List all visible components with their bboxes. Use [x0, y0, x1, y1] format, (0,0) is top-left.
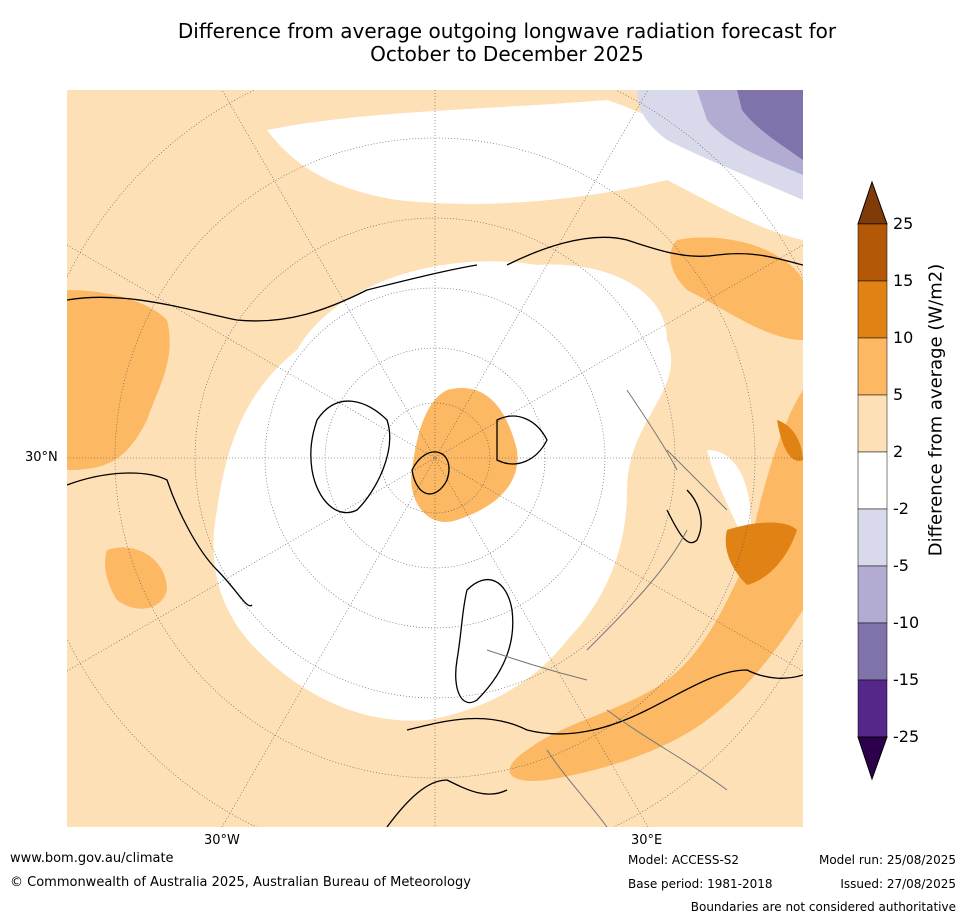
footer-model: Model: ACCESS-S2	[628, 853, 740, 867]
graticule	[67, 90, 803, 827]
positive-anomaly-arctic	[411, 388, 518, 522]
footer-model-run: Model run: 25/08/2025	[818, 853, 956, 867]
near-normal-east	[707, 450, 751, 550]
colorbar-swatch-neg-5-10	[857, 565, 888, 624]
negative-anomaly-northeast-strong	[737, 90, 803, 160]
title-line-2: October to December 2025	[370, 42, 644, 66]
colorbar-extend-bottom	[857, 736, 888, 781]
colorbar-svg	[857, 180, 888, 781]
footer-base-period: Base period: 1981-2018	[628, 877, 773, 891]
footer-disclaimer: Boundaries are not considered authoritat…	[690, 900, 956, 914]
title-line-1: Difference from average outgoing longwav…	[177, 19, 837, 43]
footer-issued: Issued: 27/08/2025	[840, 877, 956, 891]
colorbar-title-text: Difference from average (W/m2)	[925, 263, 947, 557]
colorbar-tick: -10	[893, 613, 920, 632]
colorbar-tick: -2	[893, 499, 909, 518]
colorbar	[855, 180, 891, 789]
borders	[486, 389, 728, 827]
colorbar-tick: -15	[893, 670, 920, 689]
strong-positive-anomaly	[725, 522, 797, 585]
lon-label-30w: 30°W	[204, 833, 240, 848]
colorbar-swatch-2-5	[857, 394, 888, 453]
colorbar-extend-top	[857, 180, 888, 225]
colorbar-tick: 5	[893, 385, 904, 404]
polar-map	[67, 90, 803, 827]
positive-anomaly-eurasia	[509, 390, 803, 781]
strong-positive-anomaly-north	[777, 420, 803, 461]
positive-anomaly-america	[67, 290, 170, 470]
colorbar-tick: 25	[893, 214, 914, 233]
footer-website: www.bom.gov.au/climate	[10, 851, 174, 866]
lat-label-30n: 30°N	[25, 450, 58, 465]
colorbar-tick: 2	[893, 442, 904, 461]
colorbar-swatch-neutral	[857, 451, 888, 510]
colorbar-tick: -25	[893, 727, 920, 746]
positive-anomaly-asia	[670, 237, 803, 340]
positive-anomaly-pacific	[105, 547, 167, 609]
coastlines	[67, 236, 803, 827]
colorbar-swatch-5-10	[857, 337, 888, 396]
colorbar-tick: 15	[893, 271, 914, 290]
colorbar-swatch-neg-15-25	[857, 679, 888, 738]
lon-label-30e: 30°E	[631, 833, 663, 848]
map-title: Difference from average outgoing longwav…	[0, 20, 965, 66]
colorbar-swatch-15-25	[857, 223, 888, 282]
colorbar-tick: -5	[893, 556, 909, 575]
colorbar-tick: 10	[893, 328, 914, 347]
colorbar-swatch-neg-2-5	[857, 508, 888, 567]
colorbar-swatch-10-15	[857, 280, 888, 339]
colorbar-swatch-neg-10-15	[857, 622, 888, 681]
footer-copyright: © Commonwealth of Australia 2025, Austra…	[10, 875, 471, 890]
map-svg	[67, 90, 803, 827]
